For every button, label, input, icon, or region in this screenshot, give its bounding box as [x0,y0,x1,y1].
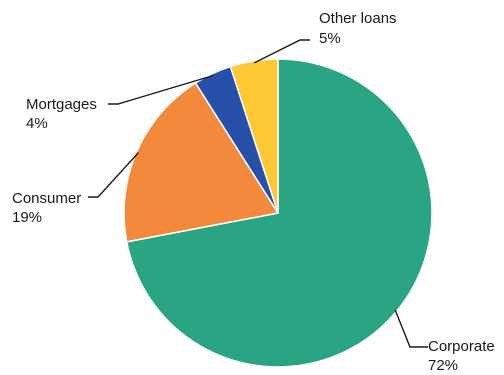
leader-line-other-loans [253,39,310,64]
label-mortgages: Mortgages 4% [26,96,97,132]
label-other-loans: Other loans 5% [319,10,397,47]
pie-slice-consumer [123,81,280,243]
label-consumer: Consumer 19% [12,190,81,226]
pie-slice-corporate [125,58,433,368]
slice-value-corporate: 72% [428,357,458,374]
label-corporate: Corporate 72% [428,338,495,374]
leader-line-mortgages [108,74,214,105]
pie-slice-other-loans [229,58,279,214]
leader-line-consumer [88,152,140,198]
slice-label-corporate: Corporate [428,338,495,355]
slice-value-other-loans: 5% [319,30,341,47]
slice-label-other-loans: Other loans [319,10,397,27]
slice-value-consumer: 19% [12,209,42,226]
slice-label-consumer: Consumer [12,190,81,207]
pie-slices [123,58,433,368]
slice-label-mortgages: Mortgages [26,96,97,113]
leader-lines [88,39,428,348]
slice-value-mortgages: 4% [26,115,48,132]
leader-line-corporate [394,309,428,348]
